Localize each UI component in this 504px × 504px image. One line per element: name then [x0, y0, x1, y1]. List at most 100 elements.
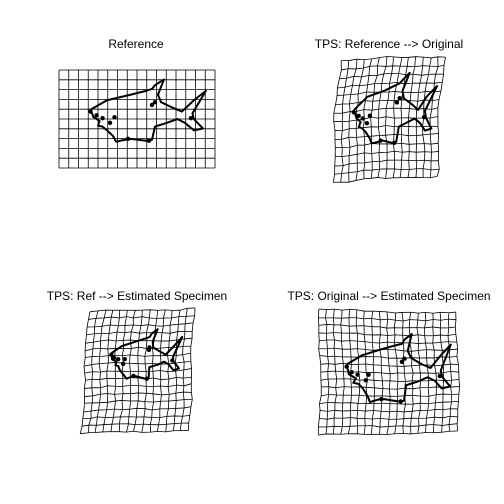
landmark-point — [125, 136, 131, 142]
landmark-point — [364, 121, 370, 126]
grid-column-line — [447, 312, 453, 432]
grid-column-line — [429, 56, 439, 178]
grid-row-line — [80, 430, 189, 435]
landmark-point — [367, 113, 373, 118]
landmark-point — [146, 138, 152, 143]
grid-column-line — [377, 56, 388, 178]
grid-row-line — [319, 339, 457, 344]
landmark-point — [363, 378, 368, 383]
grid-column-line — [332, 309, 338, 435]
landmark-point — [437, 373, 442, 379]
grid-column-line — [385, 56, 394, 179]
landmark-point — [399, 359, 405, 364]
landmark-point — [111, 355, 117, 361]
grid-column-line — [416, 313, 422, 434]
grid-column-line — [408, 312, 414, 434]
landmark-point — [398, 399, 403, 404]
grid-column-line — [165, 310, 173, 432]
landmark-point — [144, 376, 150, 381]
landmark-point — [107, 120, 113, 126]
landmark-point — [120, 361, 126, 366]
grid-column-line — [325, 309, 330, 434]
landmark-point — [402, 356, 407, 361]
landmark-point — [355, 372, 360, 377]
landmark-point — [366, 372, 371, 377]
grid-column-line — [317, 309, 322, 436]
panel-title-original-to-estimated: TPS: Original --> Estimated Specimen — [287, 289, 491, 303]
panel-title-reference-to-original: TPS: Reference --> Original — [314, 37, 464, 51]
grid-row-line — [320, 362, 459, 367]
deformation-grid — [79, 307, 196, 435]
grid-row-line — [318, 317, 456, 322]
grid-column-line — [424, 312, 430, 433]
grid-column-line — [110, 310, 121, 432]
panel-reference-to-original — [332, 56, 446, 183]
grid-column-line — [94, 309, 107, 433]
grid-column-line — [179, 308, 188, 431]
specimen-outline — [345, 332, 452, 404]
landmark-point — [170, 358, 175, 363]
landmark-point — [360, 116, 365, 121]
landmark-point — [421, 114, 427, 120]
deformation-grid — [317, 308, 460, 436]
grid-row-line — [321, 386, 460, 390]
grid-column-line — [156, 309, 166, 432]
grid-row-line — [320, 408, 458, 413]
landmark-point — [356, 113, 361, 119]
landmark-point — [351, 110, 356, 115]
grid-column-line — [340, 310, 345, 435]
grid-column-line — [392, 57, 403, 178]
grid-column-line — [378, 311, 384, 435]
grid-column-line — [332, 60, 342, 183]
grid-column-line — [187, 307, 196, 431]
grid-column-line — [393, 312, 399, 434]
grid-column-line — [172, 310, 181, 431]
grid-column-line — [439, 312, 445, 433]
panel-original-to-estimated — [317, 308, 460, 436]
grid-column-line — [355, 59, 365, 181]
landmark-point — [149, 102, 155, 108]
grid-row-line — [319, 415, 458, 420]
panel-reference — [58, 69, 216, 169]
landmark-point — [94, 113, 99, 118]
grid-column-line — [102, 310, 114, 433]
landmark-point — [379, 396, 384, 402]
landmark-point — [109, 352, 114, 357]
grid-row-line — [318, 430, 458, 436]
grid-column-line — [141, 309, 151, 433]
grid-column-line — [407, 56, 416, 178]
grid-column-line — [88, 310, 99, 433]
landmark-point — [378, 138, 383, 143]
landmark-point — [122, 356, 127, 362]
deformation-grid — [332, 56, 446, 183]
panel-title-reference: Reference — [108, 37, 164, 51]
landmark-point — [188, 115, 194, 121]
grid-column-line — [415, 57, 424, 178]
grid-column-line — [340, 60, 350, 183]
landmark-point — [391, 140, 397, 146]
panel-title-ref-to-estimated: TPS: Ref --> Estimated Specimen — [46, 289, 228, 303]
grid-column-line — [79, 311, 91, 434]
grid-column-line — [370, 311, 375, 435]
grid-column-line — [126, 310, 136, 433]
grid-column-line — [348, 59, 358, 183]
landmark-point — [152, 99, 158, 105]
landmark-point — [112, 115, 117, 120]
grid-column-line — [401, 312, 406, 434]
landmark-point — [146, 347, 152, 353]
grid-row-line — [318, 423, 458, 428]
landmark-point — [397, 95, 402, 101]
grid-column-line — [386, 311, 391, 435]
grid-column-line — [363, 311, 368, 435]
grid-column-line — [432, 313, 437, 433]
landmark-point — [349, 370, 354, 375]
grid-row-line — [319, 400, 459, 405]
landmark-point — [115, 356, 121, 362]
landmark-point — [100, 115, 105, 121]
landmark-point — [394, 100, 400, 105]
grid-column-line — [355, 309, 361, 434]
grid-column-line — [133, 310, 143, 432]
panel-ref-to-estimated — [79, 307, 196, 435]
specimen-outline — [352, 71, 439, 145]
